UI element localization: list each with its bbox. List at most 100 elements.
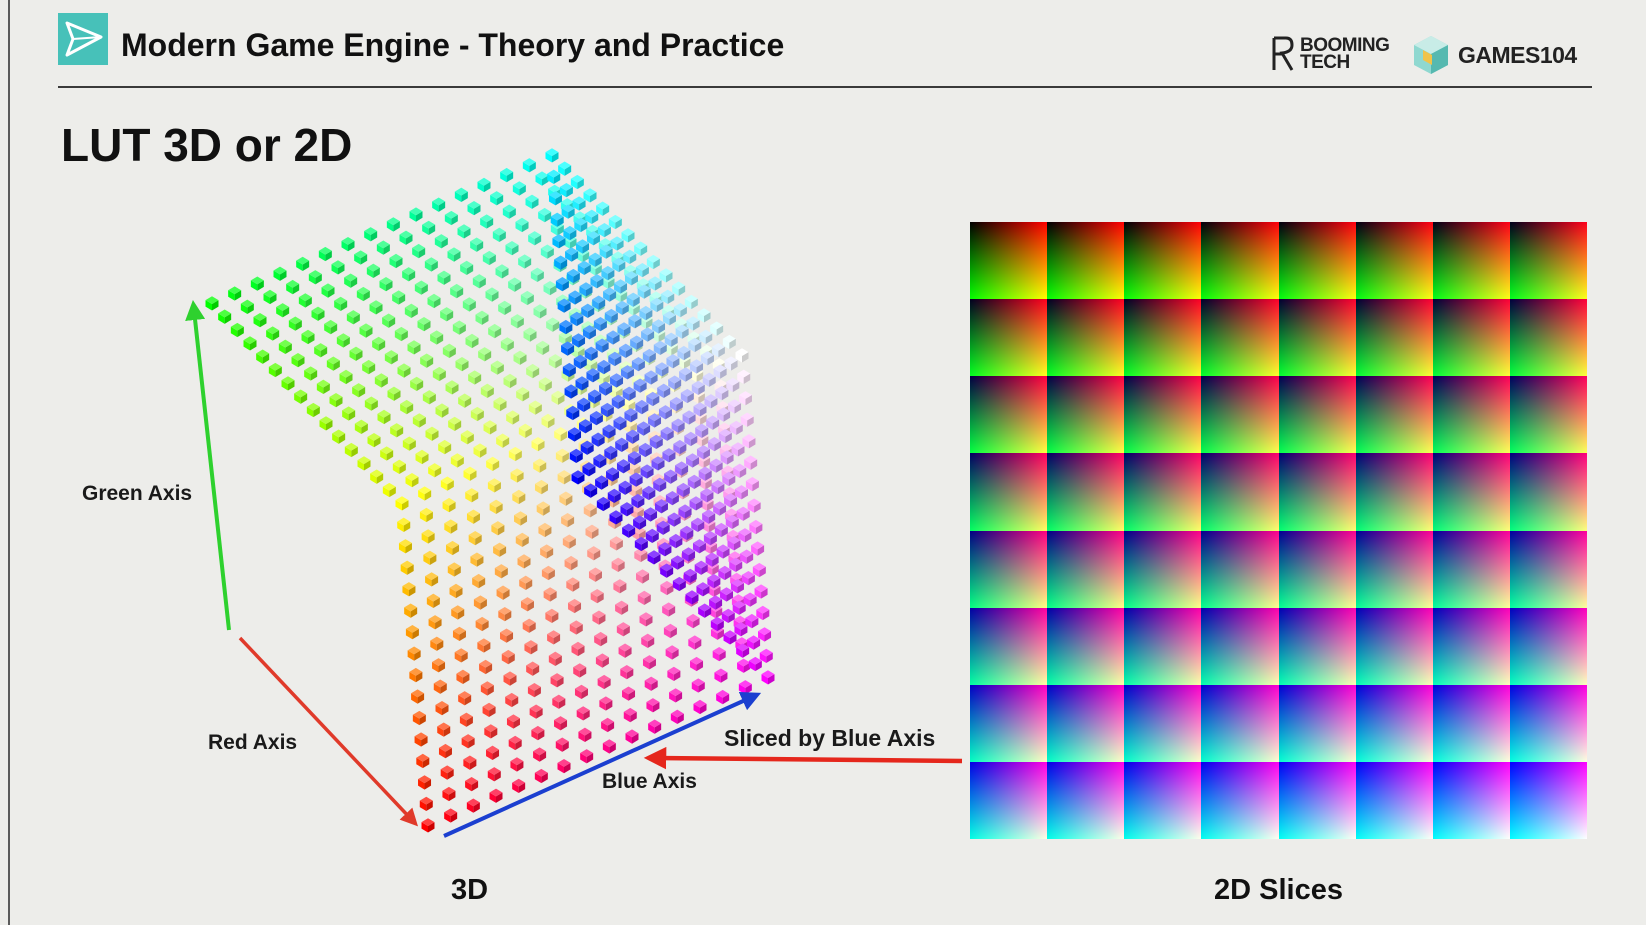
lut-cell-left [761, 674, 768, 685]
lut-cell-right [646, 616, 653, 627]
lut-cell-left [477, 642, 484, 653]
lut-cell-right [743, 373, 751, 384]
lut-cell-right [692, 457, 700, 468]
lut-cell-left [596, 500, 604, 512]
lut-cell-top [691, 517, 705, 526]
lut-cell-top [458, 393, 472, 402]
lut-cell-right [647, 468, 654, 479]
lut-cell-left [387, 390, 394, 401]
lut-cell-top [543, 281, 557, 289]
lut-cell-top [735, 637, 749, 645]
lut-cell-right [503, 589, 510, 600]
lut-cell-right [690, 435, 698, 447]
lut-cell-top [622, 397, 636, 406]
lut-cell-right [452, 384, 459, 395]
lut-cell-top [734, 485, 748, 493]
lut-cell-right [576, 624, 583, 635]
lut-cell-right [570, 238, 577, 249]
lut-cell-right [356, 350, 363, 361]
lut-cell-top [620, 502, 634, 510]
lut-cell-right [590, 507, 597, 518]
lut-cell-top [402, 267, 416, 275]
lut-cell-right [426, 511, 433, 523]
lut-cell-right [572, 581, 580, 592]
lut-cell-right [426, 800, 433, 812]
lut-cell-top [624, 408, 638, 416]
lut-cell-left [461, 737, 469, 749]
lut-cell-right [668, 451, 676, 463]
lut-cell-top [578, 727, 592, 736]
lut-slice-tile [1509, 530, 1587, 608]
lut-cell-left [548, 655, 556, 666]
lut-cell-top [615, 300, 629, 309]
lut-cell-left [609, 514, 616, 525]
lut-cell-left [336, 337, 344, 348]
lut-cell-top [519, 575, 533, 584]
lut-cell-top [734, 622, 748, 630]
lut-cell-right [700, 703, 707, 715]
lut-slice-tile [1124, 453, 1202, 531]
lut-cell-top [339, 369, 353, 378]
lut-cell-right [514, 281, 522, 292]
lut-cell-left [531, 729, 538, 741]
lut-cell-top [500, 628, 514, 637]
lut-cell-left [738, 683, 746, 695]
lut-cell-right [470, 470, 477, 481]
lut-slice-tile [1124, 761, 1202, 839]
lut-cell-right [582, 380, 589, 391]
lut-cell-top [473, 595, 487, 604]
lut-cell-right [629, 253, 637, 264]
lut-cell-right [478, 577, 486, 589]
lut-cell-top [597, 674, 611, 683]
lut-cell-right [564, 165, 572, 176]
lut-cell-left [691, 521, 698, 532]
lut-slice-tile [1124, 376, 1202, 454]
lut-cell-right [529, 622, 536, 633]
lut-cell-top [683, 568, 697, 577]
lut-cell-right [652, 532, 659, 544]
lut-cell-top [642, 348, 656, 357]
lut-cell-top [718, 565, 732, 574]
lut-cell-top [604, 445, 618, 454]
lut-cell-left [679, 371, 686, 382]
lut-cell-top [405, 473, 419, 481]
lut-cell-left [428, 619, 436, 630]
lut-cell-left [518, 258, 525, 269]
lut-cell-left [588, 256, 596, 267]
lut-cell-top [465, 333, 479, 342]
lut-cell-right [717, 483, 725, 495]
lut-cell-top [662, 448, 676, 456]
lut-cell-left [314, 347, 321, 358]
lut-cell-top [619, 343, 633, 352]
lut-cell-right [609, 428, 616, 439]
lut-cell-top [573, 354, 587, 363]
lut-cell-left [527, 686, 535, 698]
lut-cell-top [500, 337, 514, 346]
lut-cell-left [395, 500, 402, 511]
lut-cell-left [407, 650, 415, 661]
lut-cell-top [632, 526, 646, 535]
lut-cell-top [492, 227, 506, 236]
lut-cell-right [419, 714, 426, 726]
lut-cell-left [513, 354, 520, 365]
lut-cell-left [691, 682, 699, 693]
booming-tech-logo: BOOMING TECH [1270, 36, 1390, 72]
lut-cell-top [700, 488, 714, 496]
lut-cell-top [342, 406, 356, 415]
lut-cell-top [510, 757, 524, 766]
lut-cell-right [472, 337, 479, 349]
lut-cell-left [653, 344, 661, 356]
lut-cell-right [466, 264, 474, 276]
lut-cell-left [538, 211, 545, 223]
lut-cell-right [260, 316, 267, 328]
lut-cell-left [712, 650, 720, 662]
lut-cell-left [479, 663, 486, 675]
lut-cell-left [706, 419, 713, 430]
lut-cell-left [718, 432, 726, 444]
lut-cell-right [727, 454, 734, 465]
lut-cell-right [602, 657, 609, 668]
lut-cell-right [676, 400, 683, 412]
lut-cell-right [537, 271, 544, 282]
lut-cube [205, 148, 775, 833]
lut-cell-top [758, 627, 772, 636]
